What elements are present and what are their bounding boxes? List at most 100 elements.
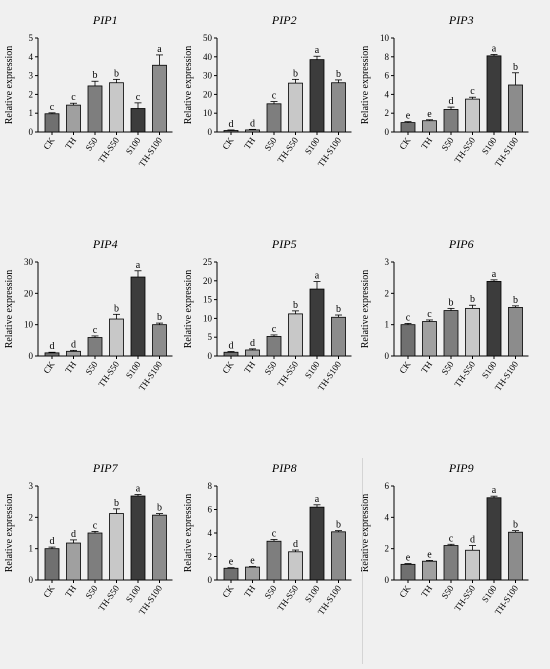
y-axis-label: Relative expression	[360, 494, 371, 573]
bar	[152, 514, 167, 581]
bar	[266, 103, 282, 133]
y-tick-label: 10	[203, 108, 213, 118]
x-tick-label: S50	[439, 583, 456, 601]
y-axis-label: Relative expression	[4, 494, 15, 573]
y-axis-label: Relative expression	[360, 46, 371, 125]
y-tick-label: 0	[29, 351, 34, 361]
significance-letter: c	[136, 92, 141, 103]
significance-letter: a	[492, 43, 497, 54]
y-axis-label: Relative expression	[360, 270, 371, 349]
y-tick-label: 2	[208, 552, 213, 562]
chart-title: PIP4	[92, 237, 118, 251]
significance-letter: c	[93, 325, 98, 336]
chart-panel-pip5: PIP5 Relative expression 0 5 10 15 20 25 d CK d TH c…	[183, 237, 352, 393]
significance-letter: c	[50, 102, 55, 113]
bar	[508, 531, 523, 581]
y-tick-label: 25	[203, 257, 213, 267]
bar	[422, 321, 437, 357]
bar	[486, 55, 502, 133]
significance-letter: a	[136, 483, 141, 494]
bar	[486, 497, 502, 581]
bar	[288, 551, 303, 581]
bar	[309, 59, 325, 133]
bar	[422, 560, 437, 581]
significance-letter: c	[427, 309, 432, 320]
significance-letter: b	[293, 300, 298, 311]
y-tick-label: 0	[208, 351, 213, 361]
chart-panel-pip8: PIP8 Relative expression 0 2 4 6 8 e CK e TH c S50 d T…	[183, 461, 352, 617]
x-tick-label: S50	[262, 135, 279, 153]
significance-letter: d	[229, 119, 234, 130]
bar	[66, 350, 81, 357]
bar	[44, 548, 60, 581]
y-tick-label: 20	[203, 276, 213, 286]
x-tick-label: S100	[303, 583, 322, 604]
x-tick-label: TH-S50	[452, 359, 477, 389]
bar	[109, 513, 124, 581]
bar	[130, 108, 146, 133]
y-tick-label: 10	[380, 33, 390, 43]
significance-letter: d	[250, 338, 255, 349]
chart-panel-pip4: PIP4 Relative expression 0 10 20 30 d CK d TH c S50…	[4, 237, 173, 393]
x-tick-label: CK	[220, 135, 236, 151]
significance-letter: e	[406, 553, 411, 564]
bar	[87, 85, 103, 133]
significance-letter: b	[157, 312, 162, 323]
chart-title: PIP3	[448, 13, 474, 27]
significance-letter: b	[293, 68, 298, 79]
significance-letter: c	[272, 324, 277, 335]
y-axis-label: Relative expression	[183, 270, 194, 349]
significance-letter: d	[293, 539, 298, 550]
x-tick-label: TH	[419, 583, 434, 599]
x-tick-label: S50	[83, 359, 100, 377]
y-tick-label: 2	[385, 108, 390, 118]
significance-letter: e	[250, 555, 255, 566]
x-tick-label: TH-S50	[452, 583, 477, 613]
significance-letter: d	[71, 529, 76, 540]
bar	[130, 276, 146, 357]
chart-title: PIP7	[92, 461, 119, 475]
bar	[223, 567, 239, 581]
y-tick-label: 3	[29, 71, 34, 81]
y-tick-label: 4	[208, 528, 213, 538]
x-tick-label: TH-S50	[275, 135, 300, 165]
x-tick-label: S100	[303, 135, 322, 156]
significance-letter: b	[157, 503, 162, 514]
significance-letter: d	[449, 96, 454, 107]
bar	[87, 532, 103, 581]
significance-letter: c	[272, 91, 277, 102]
significance-letter: a	[315, 494, 320, 505]
chart-title: PIP5	[271, 237, 297, 251]
x-tick-label: S50	[439, 359, 456, 377]
y-tick-label: 3	[29, 481, 34, 491]
significance-letter: b	[336, 520, 341, 531]
significance-letter: b	[336, 304, 341, 315]
significance-letter: e	[229, 557, 234, 568]
bar	[443, 109, 459, 133]
y-tick-label: 1	[29, 108, 34, 118]
x-tick-label: S50	[83, 135, 100, 153]
chart-title: PIP1	[92, 13, 118, 27]
x-tick-label: S100	[480, 583, 499, 604]
x-tick-label: TH-S50	[96, 135, 121, 165]
bar	[400, 122, 416, 133]
x-tick-label: CK	[220, 359, 236, 375]
y-axis-label: Relative expression	[183, 494, 194, 573]
y-tick-label: 40	[203, 52, 213, 62]
significance-letter: b	[93, 70, 98, 81]
significance-letter: b	[336, 69, 341, 80]
bar	[443, 545, 459, 581]
significance-letter: d	[470, 535, 475, 546]
chart-panel-pip7: PIP7 Relative expression 0 1 2 3 d CK d TH c S50 b TH…	[4, 461, 173, 617]
y-tick-label: 0	[385, 351, 390, 361]
significance-letter: a	[315, 45, 320, 56]
chart-panel-pip2: PIP2 Relative expression 0 10 20 30 40 50 d CK d TH…	[183, 13, 352, 169]
y-tick-label: 15	[203, 295, 213, 305]
bar	[465, 549, 480, 581]
y-tick-label: 0	[208, 127, 213, 137]
bar	[152, 324, 167, 357]
significance-letter: c	[93, 520, 98, 531]
x-tick-label: TH	[242, 583, 257, 599]
significance-letter: c	[272, 528, 277, 539]
